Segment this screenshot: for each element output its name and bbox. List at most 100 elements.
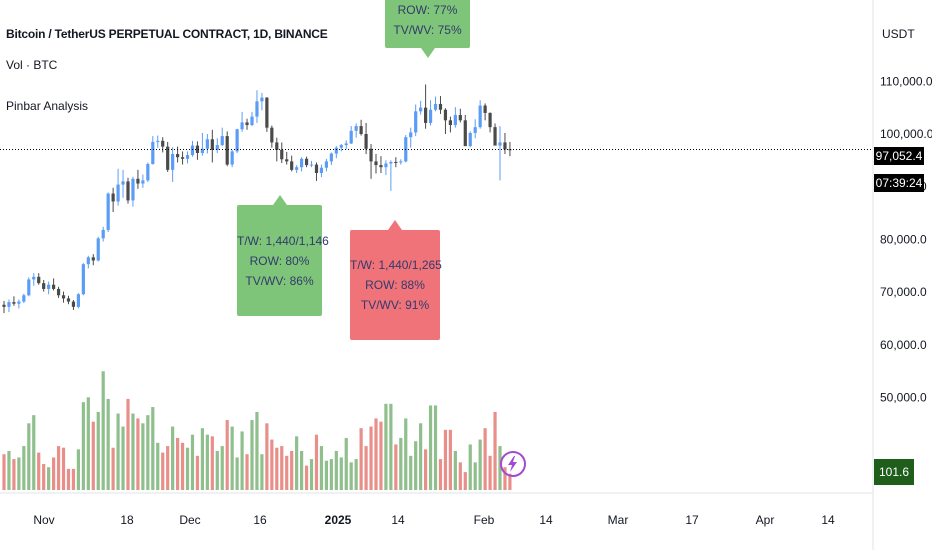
volume-bar xyxy=(419,423,423,490)
volume-bar xyxy=(468,444,472,490)
callout-pointer xyxy=(388,220,402,230)
volume-bar xyxy=(280,446,284,490)
volume-bar xyxy=(354,459,358,490)
volume-bar xyxy=(17,457,21,490)
candle-body xyxy=(37,276,41,284)
volume-bar xyxy=(448,429,452,490)
candle-body xyxy=(205,139,209,149)
volume-bar xyxy=(32,415,36,490)
volume-bar xyxy=(433,405,438,490)
candle-body xyxy=(32,276,36,280)
volume-bar xyxy=(146,415,150,490)
candle-body xyxy=(121,181,125,185)
volume-bar xyxy=(111,447,115,490)
volume-bar xyxy=(250,420,254,490)
candle-body xyxy=(185,155,190,159)
candle-body xyxy=(488,112,492,128)
candle-body xyxy=(47,284,51,289)
volume-bar xyxy=(42,463,46,490)
candle-body xyxy=(324,161,328,168)
time-axis-label: 2025 xyxy=(325,513,352,527)
lightning-icon[interactable] xyxy=(500,451,526,477)
volume-bar xyxy=(37,452,41,490)
volume-bar xyxy=(126,398,130,490)
volume-bar xyxy=(131,413,135,490)
price-axis-label: 100,000.0 xyxy=(880,127,932,141)
volume-bar xyxy=(508,473,512,490)
candle-body xyxy=(101,229,105,239)
volume-bar xyxy=(389,403,393,490)
candle-body xyxy=(503,142,507,150)
volume-bar xyxy=(473,462,477,490)
callout-line: TV/WV: 75% xyxy=(393,23,462,37)
last-price-tag: 97,052.4 xyxy=(874,147,924,165)
candle-body xyxy=(250,116,254,126)
volume-bar xyxy=(364,446,368,490)
volume-bar xyxy=(47,467,51,490)
candle-body xyxy=(96,238,100,261)
volume-bar xyxy=(76,449,80,490)
volume-bar xyxy=(275,447,279,490)
pinbar-callout-green: T/W: 1,440/1,146 ROW: 80% TV/WV: 86% xyxy=(237,195,329,316)
volume-bar xyxy=(339,457,343,490)
candle-body xyxy=(27,279,31,296)
volume-bar xyxy=(290,450,294,490)
candle-body xyxy=(384,163,388,168)
candle-body xyxy=(156,140,160,142)
volume-bar xyxy=(12,459,16,490)
volume-bar xyxy=(240,431,244,490)
candle-body xyxy=(166,146,170,170)
candle-body xyxy=(438,103,443,110)
candle-body xyxy=(290,161,294,170)
volume-bar xyxy=(71,468,76,490)
volume-bar xyxy=(176,437,180,490)
candle-body xyxy=(483,105,487,113)
volume-bar xyxy=(443,429,448,490)
volume-bar xyxy=(344,437,348,490)
callout-line: T/W: 1,440/1,146 xyxy=(237,233,329,248)
time-axis-label: 14 xyxy=(821,513,835,527)
price-axis-label: 60,000.0 xyxy=(880,338,927,352)
volume-bar xyxy=(190,434,195,490)
volume-bar xyxy=(458,462,462,490)
volume-bar xyxy=(136,418,140,490)
volume-bar xyxy=(151,407,155,490)
currency-label[interactable]: USDT xyxy=(882,27,915,41)
pinbar-callout-red: T/W: 1,440/1,265 ROW: 88% TV/WV: 91% xyxy=(350,220,442,340)
volume-bar xyxy=(295,436,299,490)
callout-line: ROW: 77% xyxy=(397,3,458,17)
candle-body xyxy=(270,127,274,143)
time-axis-label: Apr xyxy=(756,513,775,527)
candle-body xyxy=(473,127,477,133)
candle-body xyxy=(433,103,438,110)
candle-body xyxy=(260,97,264,102)
volume-bar xyxy=(359,428,363,490)
volume-bar xyxy=(399,437,403,490)
candle-body xyxy=(225,136,229,165)
volume-bar xyxy=(314,434,319,490)
volume-bar xyxy=(488,455,492,490)
volume-bar xyxy=(195,455,200,490)
volume-indicator-label[interactable]: Vol · BTC xyxy=(6,58,58,72)
candle-body xyxy=(116,184,120,202)
candle-body xyxy=(399,161,403,163)
volume-bar xyxy=(106,398,110,490)
candle-body xyxy=(493,127,497,146)
volume-bar xyxy=(215,450,219,490)
candle-body xyxy=(91,257,95,261)
volume-bar xyxy=(7,450,11,490)
volume-bar xyxy=(52,457,56,490)
candle-body xyxy=(463,120,467,147)
pinbar-indicator-label[interactable]: Pinbar Analysis xyxy=(6,99,89,113)
volume-bar xyxy=(483,428,487,490)
candle-body xyxy=(414,111,418,133)
price-axis-label: 80,000.0 xyxy=(880,232,927,246)
candle-body xyxy=(106,193,110,230)
pinbar-callout-top: ROW: 77% TV/WV: 75% xyxy=(385,0,470,58)
candlesticks xyxy=(2,84,512,314)
candle-body xyxy=(215,145,219,150)
candle-body xyxy=(374,161,378,166)
candle-body xyxy=(344,143,348,146)
volume-bar xyxy=(180,442,185,490)
